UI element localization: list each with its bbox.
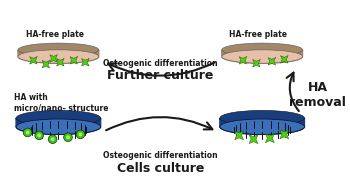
Polygon shape [222, 50, 302, 63]
Ellipse shape [16, 110, 101, 126]
Polygon shape [234, 131, 244, 140]
Text: HA-free plate: HA-free plate [26, 30, 84, 39]
Polygon shape [281, 56, 288, 63]
Text: HA
removal: HA removal [289, 81, 346, 109]
Ellipse shape [18, 43, 99, 57]
Polygon shape [16, 118, 101, 134]
Polygon shape [239, 57, 247, 64]
Circle shape [66, 135, 70, 139]
Ellipse shape [220, 119, 304, 134]
Polygon shape [42, 60, 50, 68]
Text: HA-free plate: HA-free plate [230, 30, 287, 39]
Polygon shape [268, 58, 275, 65]
Polygon shape [220, 118, 304, 134]
Circle shape [48, 135, 57, 143]
Circle shape [37, 133, 41, 137]
Ellipse shape [16, 119, 101, 134]
Polygon shape [82, 59, 89, 66]
Ellipse shape [220, 110, 304, 126]
Polygon shape [50, 55, 57, 62]
Text: Osteogenic differentiation: Osteogenic differentiation [103, 59, 218, 68]
Polygon shape [70, 57, 77, 64]
Circle shape [64, 133, 72, 142]
Polygon shape [30, 57, 37, 64]
Polygon shape [18, 50, 99, 63]
Ellipse shape [222, 43, 302, 57]
Text: Further culture: Further culture [107, 69, 214, 82]
Text: HA with
micro/nano- structure: HA with micro/nano- structure [14, 93, 108, 112]
Text: Osteogenic differentiation: Osteogenic differentiation [103, 151, 218, 160]
Polygon shape [265, 134, 274, 143]
Ellipse shape [18, 50, 99, 63]
Circle shape [35, 131, 43, 140]
Polygon shape [249, 135, 258, 144]
Polygon shape [280, 130, 289, 139]
Circle shape [76, 130, 85, 139]
Circle shape [26, 131, 29, 134]
Polygon shape [57, 59, 64, 66]
Circle shape [78, 132, 83, 136]
Circle shape [23, 128, 32, 137]
Polygon shape [253, 60, 260, 67]
Circle shape [51, 137, 55, 141]
Ellipse shape [222, 50, 302, 63]
Text: Cells culture: Cells culture [117, 163, 204, 176]
